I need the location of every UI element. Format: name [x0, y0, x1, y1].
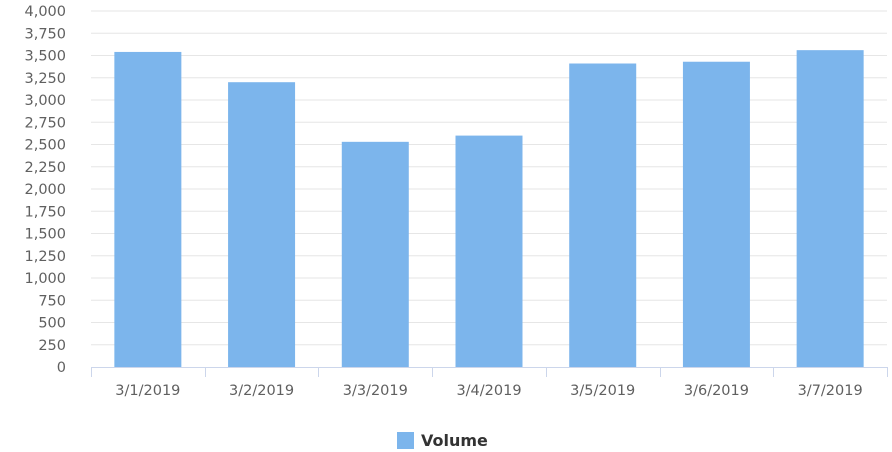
y-tick-label: 2,250	[24, 160, 66, 176]
y-tick-label: 3,000	[24, 93, 66, 109]
x-tick-label: 3/5/2019	[570, 383, 635, 399]
bar-3/2/2019[interactable]	[228, 82, 296, 367]
y-tick-label: 4,000	[24, 4, 66, 20]
x-tick-label: 3/1/2019	[115, 383, 180, 399]
bar-3/7/2019[interactable]	[796, 50, 864, 367]
bar-3/3/2019[interactable]	[341, 141, 409, 367]
legend-label-volume[interactable]: Volume	[421, 431, 488, 450]
bar-3/5/2019[interactable]	[569, 63, 637, 367]
y-tick-label: 750	[38, 293, 66, 309]
y-tick-label: 1,750	[24, 204, 66, 220]
y-tick-label: 250	[38, 338, 66, 354]
y-tick-label: 0	[57, 360, 66, 376]
y-tick-label: 3,250	[24, 71, 66, 87]
y-tick-label: 3,750	[24, 26, 66, 42]
bar-3/1/2019[interactable]	[114, 51, 182, 367]
x-tick-label: 3/3/2019	[343, 383, 408, 399]
x-tick-label: 3/4/2019	[456, 383, 521, 399]
y-axis-labels: 0 250 500 750 1,000 1,250 1,500 1,750 2,000 2,250…	[24, 4, 66, 376]
y-tick-label: 2,000	[24, 182, 66, 198]
legend[interactable]: Volume	[397, 431, 488, 450]
y-tick-label: 2,750	[24, 115, 66, 131]
y-tick-label: 2,500	[24, 138, 66, 154]
y-tick-label: 1,250	[24, 249, 66, 265]
y-tick-label: 500	[38, 316, 66, 332]
x-axis-ticks	[91, 367, 888, 377]
y-tick-label: 1,500	[24, 227, 66, 243]
bar-3/4/2019[interactable]	[455, 135, 523, 367]
bar-series	[114, 50, 864, 367]
x-tick-label: 3/2/2019	[229, 383, 294, 399]
bar-3/6/2019[interactable]	[682, 61, 750, 367]
x-tick-label: 3/6/2019	[684, 383, 749, 399]
legend-swatch-volume[interactable]	[397, 432, 414, 449]
x-tick-label: 3/7/2019	[798, 383, 863, 399]
y-tick-label: 1,000	[24, 271, 66, 287]
y-tick-label: 3,500	[24, 49, 66, 65]
x-axis-labels: 3/1/2019 3/2/2019 3/3/2019 3/4/2019 3/5/2019…	[115, 383, 862, 399]
